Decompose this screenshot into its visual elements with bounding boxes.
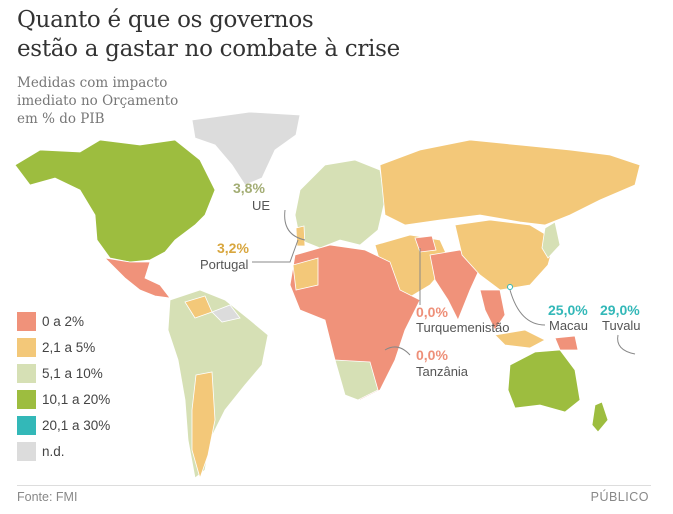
- region-southern-africa: [334, 359, 379, 401]
- ue-value: 3,8%: [233, 180, 265, 196]
- region-west-africa: [292, 257, 319, 291]
- legend-swatch: [17, 311, 36, 331]
- title-line-2: estão a gastar no combate à crise: [17, 36, 400, 62]
- subtitle-line-2: imediato no Orçamento: [17, 93, 179, 109]
- legend-label: 20,1 a 30%: [42, 417, 111, 433]
- tuvalu-leader-line: [617, 334, 636, 355]
- legend-label: 10,1 a 20%: [42, 391, 111, 407]
- region-indonesia: [494, 329, 546, 349]
- legend-item: n.d.: [17, 438, 110, 464]
- subtitle-line-3: em % do PIB: [17, 111, 105, 127]
- region-china: [454, 219, 556, 291]
- macau-value: 25,0%: [548, 302, 588, 318]
- legend-item: 10,1 a 20%: [17, 386, 110, 412]
- region-png: [554, 335, 579, 351]
- turkmenistan-value: 0,0%: [416, 304, 448, 320]
- tanzania-label: Tanzânia: [416, 364, 469, 379]
- turkmenistan-label: Turquemenistão: [416, 320, 510, 335]
- macau-marker: [507, 284, 513, 290]
- legend-item: 2,1 a 5%: [17, 334, 110, 360]
- portugal-value: 3,2%: [217, 240, 249, 256]
- legend-label: n.d.: [42, 443, 65, 459]
- portugal-leader-line: [252, 239, 299, 263]
- region-se-asia: [479, 289, 506, 331]
- legend-swatch: [17, 415, 36, 435]
- region-africa: [289, 244, 421, 401]
- region-europe: [294, 159, 386, 249]
- region-argentina: [191, 371, 216, 480]
- region-mexico: [103, 257, 171, 299]
- legend-item: 5,1 a 10%: [17, 360, 110, 386]
- source-note: Fonte: FMI: [17, 490, 78, 504]
- region-new-zealand: [591, 401, 609, 433]
- region-japan: [541, 221, 561, 259]
- region-south-america-nd: [211, 304, 241, 323]
- region-greenland: [191, 111, 301, 186]
- chart-subtitle: Medidas com impacto imediato no Orçament…: [17, 74, 178, 128]
- macau-label: Macau: [549, 318, 589, 333]
- tuvalu-label: Tuvalu: [602, 318, 641, 333]
- title-line-1: Quanto é que os governos: [17, 7, 314, 33]
- legend-item: 0 a 2%: [17, 308, 110, 334]
- tanzania-leader-line: [384, 346, 411, 356]
- legend-swatch: [17, 337, 36, 357]
- subtitle-line-1: Medidas com impacto: [17, 75, 168, 91]
- legend-swatch: [17, 441, 36, 461]
- portugal-label: Portugal: [200, 257, 249, 272]
- ue-label: UE: [252, 198, 271, 213]
- region-australia: [507, 349, 581, 413]
- ue-leader-line: [284, 209, 306, 241]
- legend-label: 5,1 a 10%: [42, 365, 103, 381]
- region-north-america: [14, 139, 216, 263]
- legend-label: 0 a 2%: [42, 313, 85, 329]
- legend-swatch: [17, 363, 36, 383]
- region-portugal: [295, 225, 306, 247]
- legend-swatch: [17, 389, 36, 409]
- chart-title: Quanto é que os governos estão a gastar …: [17, 6, 400, 64]
- tanzania-value: 0,0%: [416, 347, 448, 363]
- tuvalu-value: 29,0%: [600, 302, 640, 318]
- legend: 0 a 2% 2,1 a 5% 5,1 a 10% 10,1 a 20% 20,…: [17, 308, 110, 464]
- footer-divider: [17, 485, 651, 486]
- macau-leader-line: [509, 289, 546, 326]
- brand-logo: PÚBLICO: [590, 490, 649, 504]
- region-russia: [379, 139, 641, 226]
- legend-label: 2,1 a 5%: [42, 339, 96, 355]
- legend-item: 20,1 a 30%: [17, 412, 110, 438]
